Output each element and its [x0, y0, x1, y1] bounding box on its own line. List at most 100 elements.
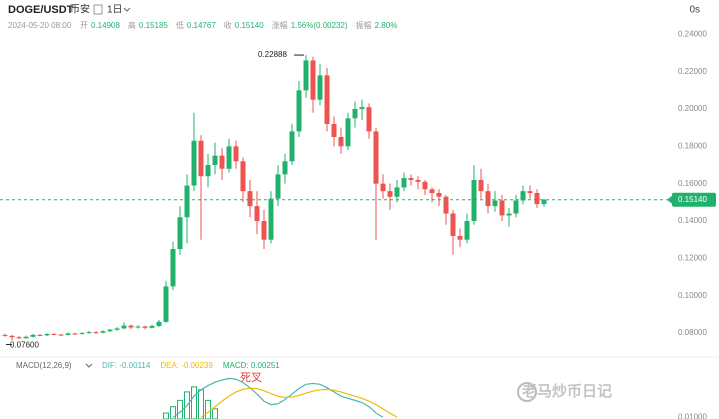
candle-body [450, 213, 456, 236]
candle-body [492, 200, 498, 207]
candle-body [345, 118, 351, 147]
y-tick-label: 0.10000 [678, 291, 707, 300]
field-label: 高 [128, 20, 136, 30]
candle-body [478, 179, 484, 192]
dropdown-icon[interactable] [123, 7, 131, 12]
field-value: 0.15140 [235, 21, 264, 30]
candle-body [303, 60, 309, 91]
candle-body [513, 200, 519, 214]
candle-body [359, 107, 365, 109]
candle-body [380, 183, 386, 192]
candle-body [212, 155, 218, 166]
candle-body [338, 137, 344, 147]
min-label: 0.07600 [10, 341, 39, 350]
field-label: 涨幅 [272, 20, 288, 30]
field-label: 收 [224, 20, 232, 30]
candle-body [44, 334, 50, 336]
field-label: 振幅 [356, 20, 372, 30]
macd-legend: DEA: -0.00239 [160, 361, 213, 370]
candle-body [317, 75, 323, 100]
last-price-label: 0.15140 [678, 195, 707, 204]
candle-body [520, 191, 526, 201]
candle-body [275, 174, 281, 199]
y-tick-label: 0.22000 [678, 67, 707, 76]
candle-body [2, 334, 8, 336]
candle-body [65, 333, 71, 335]
macd-legend: MACD: 0.00251 [223, 361, 280, 370]
candle-body [422, 181, 428, 190]
y-tick-label: 0.16000 [678, 179, 707, 188]
cross-label: 死叉 [240, 372, 262, 384]
macd-line [172, 377, 384, 418]
interval[interactable]: 1日 [107, 5, 123, 16]
candle-body [387, 191, 393, 197]
candle-body [51, 334, 57, 335]
candle-body [9, 335, 15, 338]
candle-body [485, 191, 491, 207]
candle-body [23, 336, 29, 339]
y-tick-label: 0.18000 [678, 141, 707, 150]
y-tick-label: 0.14000 [678, 216, 707, 225]
candle-body [394, 187, 400, 197]
candle-body [149, 325, 155, 328]
candle-body [534, 193, 540, 205]
candle-body [457, 235, 463, 240]
candle-body [135, 326, 141, 328]
candle-body [240, 161, 246, 192]
candle-body [219, 155, 225, 169]
candle-body [436, 193, 442, 197]
y-tick-label: 0.20000 [678, 104, 707, 113]
candle-body [184, 185, 190, 218]
candle-body [506, 213, 512, 216]
candle-body [464, 221, 470, 240]
candle-body [177, 217, 183, 250]
candle-body [170, 249, 176, 287]
candle-body [471, 179, 477, 222]
last-price-tag [672, 192, 716, 207]
macd-bar [170, 406, 176, 419]
watermark: 老马炒币日记 [521, 382, 612, 400]
y-tick-label: 0.08000 [678, 328, 707, 337]
dropdown-icon[interactable] [85, 363, 93, 368]
candle-body [100, 331, 106, 333]
macd-bar [163, 412, 169, 419]
candle-body [324, 75, 330, 124]
macd-title: MACD(12,26,9) [16, 361, 72, 370]
candle-body [233, 146, 239, 162]
candle-body [282, 161, 288, 175]
candle-body [156, 321, 162, 326]
candle-body [373, 131, 379, 184]
candle-body [72, 333, 78, 335]
candle-body [121, 325, 127, 329]
candle-body [226, 146, 232, 169]
edit-icon[interactable] [93, 4, 103, 15]
candle-body [58, 334, 64, 336]
candle-body [527, 191, 533, 194]
candle-body [191, 140, 197, 186]
refresh: 0s [689, 5, 700, 16]
candle-body [37, 334, 43, 336]
candle-body [247, 191, 253, 207]
candle-body [366, 107, 372, 132]
candle-body [163, 286, 169, 322]
exchange: 币安 [70, 3, 90, 16]
candle-body [429, 189, 435, 194]
macd-legend: DIF: -0.00114 [102, 361, 151, 370]
candle-body [268, 198, 274, 240]
field-value: 0.14908 [91, 21, 120, 30]
candle-body [499, 200, 505, 216]
candle-body [331, 123, 337, 138]
candle-body [142, 326, 148, 328]
max-label: 0.22888 [258, 50, 287, 59]
field-value: 1.56%(0.00232) [291, 21, 348, 30]
date: 2024-05-20 08:00 [8, 21, 72, 30]
field-value: 0.14767 [187, 21, 216, 30]
candle-body [541, 199, 547, 205]
candle-body [30, 334, 36, 337]
candle-body [310, 60, 316, 100]
macd-tick-label: 0.01000 [678, 412, 707, 419]
macd-line [200, 387, 398, 418]
candle-body [289, 131, 295, 162]
macd-bar [191, 386, 197, 419]
